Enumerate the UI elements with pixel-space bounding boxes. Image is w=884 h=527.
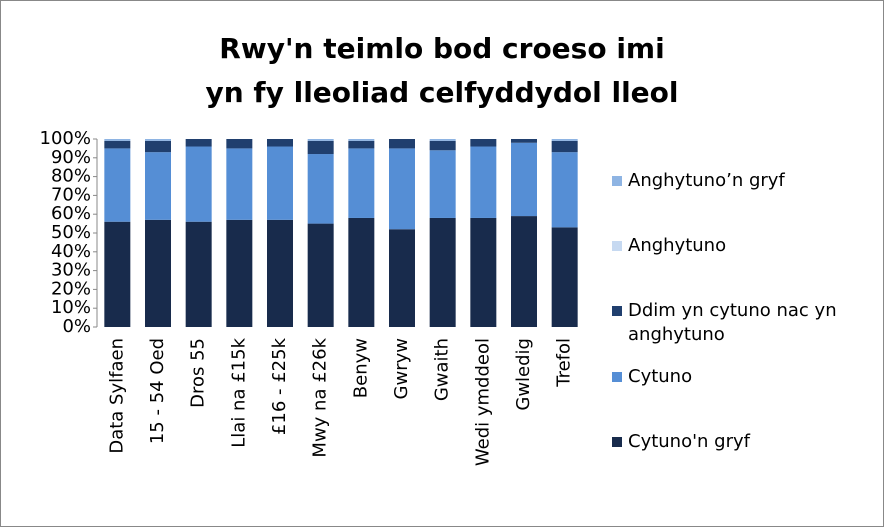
y-tick-label: 30%	[51, 260, 91, 281]
bar-segment	[307, 154, 334, 224]
y-tick-label: 20%	[51, 278, 91, 299]
bar-segment	[511, 216, 537, 327]
bar-segment	[429, 150, 456, 218]
bar-segment	[511, 139, 537, 143]
bar-segment	[145, 152, 171, 220]
chart-title: Rwy'n teimlo bod croeso imi	[219, 32, 664, 65]
bar-segment	[185, 221, 212, 327]
bar-segment	[470, 139, 497, 147]
bar-segment	[104, 140, 131, 149]
y-tick-label: 70%	[51, 184, 91, 205]
bar-segment	[348, 140, 375, 149]
bar-segment	[267, 219, 293, 327]
legend-swatch	[612, 176, 622, 186]
x-tick-label: Gwledig	[513, 338, 534, 411]
legend-label: Cytuno	[628, 366, 693, 387]
x-tick-label: Data Sylfaen	[106, 338, 127, 454]
x-tick-label: Mwy na £26k	[310, 337, 331, 457]
x-tick-label: £16 - £25k	[269, 337, 290, 435]
y-tick-label: 60%	[51, 203, 91, 224]
x-tick-label: Trefol	[554, 338, 575, 388]
y-tick-label: 80%	[51, 166, 91, 187]
bar-segment	[348, 139, 375, 141]
x-tick-label: Gwaith	[432, 338, 453, 401]
legend-item: Anghytuno	[612, 234, 872, 258]
y-tick-label: 40%	[51, 241, 91, 262]
bar-segment	[389, 229, 415, 327]
bar-segment	[185, 146, 212, 222]
bar-segment	[104, 221, 131, 327]
bar-segment	[429, 217, 456, 327]
bar-segment	[226, 139, 253, 149]
bar-segment	[104, 139, 131, 141]
legend-item: Ddim yn cytuno nac yn anghytuno	[612, 299, 872, 347]
bar-segment	[511, 142, 537, 217]
bar-segment	[307, 140, 334, 155]
bar-segment	[104, 148, 131, 222]
bar-segment	[470, 146, 497, 218]
bar-segment	[145, 219, 171, 327]
bar-segment	[389, 148, 415, 230]
y-tick-label: 10%	[51, 297, 91, 318]
legend-label: Anghytuno’n gryf	[628, 170, 785, 191]
bar-segment	[267, 139, 293, 147]
bar-segment	[470, 217, 497, 327]
bar-segment	[348, 217, 375, 327]
legend-swatch	[612, 241, 622, 251]
bar-segment	[226, 219, 253, 327]
legend-swatch	[612, 306, 622, 316]
legend-label: Anghytuno	[628, 235, 727, 256]
bar-segment	[226, 148, 253, 220]
chart-title: yn fy lleoliad celfyddydol lleol	[205, 76, 678, 109]
bar-segment	[307, 139, 334, 141]
bar-segment	[429, 139, 456, 141]
legend-swatch	[612, 372, 622, 382]
y-tick-label: 90%	[51, 147, 91, 168]
bar-segment	[185, 139, 212, 147]
bar-segment	[348, 148, 375, 218]
legend-label: Ddim yn cytuno nac yn anghytuno	[628, 300, 837, 345]
x-tick-label: Benyw	[350, 338, 371, 398]
bar-segment	[551, 139, 578, 141]
bar-segment	[145, 139, 171, 141]
bar-segment	[551, 140, 578, 153]
bar-segment	[551, 227, 578, 327]
legend-label: Cytuno'n gryf	[628, 431, 751, 452]
x-tick-label: Llai na £15k	[228, 337, 249, 447]
bar-segment	[267, 146, 293, 220]
legend-item: Cytuno	[612, 365, 872, 389]
x-tick-label: Wedi ymddeol	[472, 338, 493, 466]
y-tick-label: 0%	[62, 316, 91, 337]
legend-item: Anghytuno’n gryf	[612, 169, 872, 193]
y-tick-label: 100%	[40, 128, 91, 149]
x-tick-label: Gwryw	[391, 338, 412, 399]
bar-segment	[429, 140, 456, 151]
bar-segment	[551, 152, 578, 228]
y-tick-label: 50%	[51, 222, 91, 243]
legend-item: Cytuno'n gryf	[612, 430, 872, 454]
bar-segment	[307, 223, 334, 327]
legend-swatch	[612, 437, 622, 447]
bar-segment	[145, 140, 171, 153]
x-tick-label: Dros 55	[188, 338, 209, 408]
bar-segment	[389, 139, 415, 149]
x-tick-label: 15 - 54 Oed	[147, 338, 168, 444]
